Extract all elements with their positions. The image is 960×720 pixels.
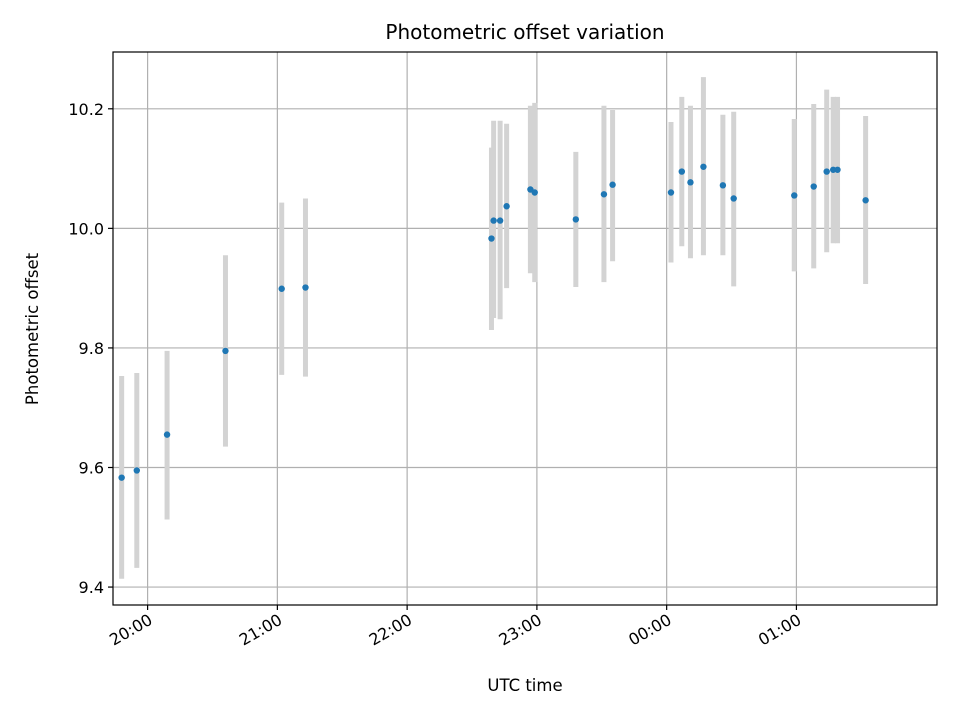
data-point — [834, 166, 841, 173]
data-point — [678, 168, 685, 175]
data-point — [823, 168, 830, 175]
data-point — [118, 474, 125, 481]
data-point — [503, 203, 510, 210]
data-point — [687, 179, 694, 186]
data-point — [133, 467, 140, 474]
data-points — [118, 163, 869, 481]
data-point — [730, 195, 737, 202]
data-point — [600, 191, 608, 198]
y-tick-label: 9.6 — [79, 458, 104, 477]
grid-lines — [113, 52, 937, 605]
data-point — [609, 181, 616, 188]
data-point — [700, 163, 707, 170]
data-point — [862, 197, 869, 204]
y-axis-title: Photometric offset — [23, 252, 42, 405]
y-tick-label: 9.8 — [79, 339, 104, 358]
data-point — [572, 216, 580, 223]
data-point — [488, 235, 495, 242]
data-point — [490, 217, 497, 224]
y-tick-label: 10.0 — [68, 219, 104, 238]
data-point — [222, 347, 229, 355]
data-point — [496, 217, 504, 224]
data-point — [302, 284, 309, 291]
y-tick-label: 10.2 — [68, 100, 104, 119]
y-tick-label: 9.4 — [79, 578, 104, 597]
chart-title: Photometric offset variation — [385, 20, 664, 44]
x-axis-title: UTC time — [487, 676, 562, 695]
plot-frame — [112, 51, 938, 606]
data-point — [810, 183, 817, 190]
data-point — [531, 189, 538, 196]
data-point — [791, 192, 798, 199]
data-point — [278, 285, 285, 292]
data-point — [719, 182, 727, 189]
data-point — [163, 431, 171, 438]
data-point — [667, 189, 675, 196]
